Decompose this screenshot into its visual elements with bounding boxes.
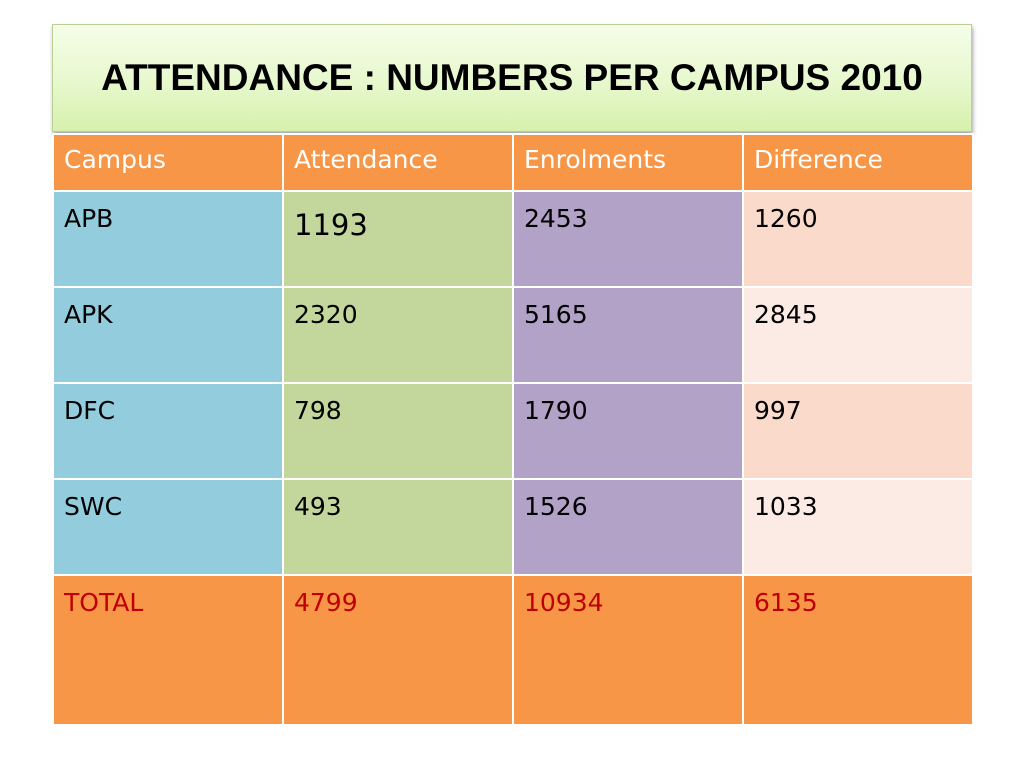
cell-difference: 1033 <box>742 478 974 576</box>
cell-attendance: 798 <box>282 382 514 480</box>
cell-difference: 997 <box>742 382 974 480</box>
total-enrolments: 10934 <box>512 574 744 726</box>
table-row: APB 1193 2453 1260 <box>52 190 974 288</box>
cell-enrolments: 5165 <box>512 286 744 384</box>
total-attendance: 4799 <box>282 574 514 726</box>
table-row: DFC 798 1790 997 <box>52 382 974 480</box>
cell-enrolments: 1790 <box>512 382 744 480</box>
cell-campus: APB <box>52 190 284 288</box>
attendance-table: Campus Attendance Enrolments Difference … <box>52 133 974 726</box>
header-row: Campus Attendance Enrolments Difference <box>52 133 974 192</box>
cell-difference: 2845 <box>742 286 974 384</box>
header-campus: Campus <box>52 133 284 192</box>
cell-difference: 1260 <box>742 190 974 288</box>
total-label: TOTAL <box>52 574 284 726</box>
header-attendance: Attendance <box>282 133 514 192</box>
header-difference: Difference <box>742 133 974 192</box>
cell-attendance: 2320 <box>282 286 514 384</box>
cell-campus: APK <box>52 286 284 384</box>
cell-campus: DFC <box>52 382 284 480</box>
total-row: TOTAL 4799 10934 6135 <box>52 574 974 726</box>
table-row: SWC 493 1526 1033 <box>52 478 974 576</box>
table-row: APK 2320 5165 2845 <box>52 286 974 384</box>
cell-enrolments: 2453 <box>512 190 744 288</box>
header-enrolments: Enrolments <box>512 133 744 192</box>
cell-enrolments: 1526 <box>512 478 744 576</box>
cell-campus: SWC <box>52 478 284 576</box>
total-difference: 6135 <box>742 574 974 726</box>
cell-attendance: 493 <box>282 478 514 576</box>
slide-title: ATTENDANCE : NUMBERS PER CAMPUS 2010 <box>101 57 923 98</box>
title-box: ATTENDANCE : NUMBERS PER CAMPUS 2010 <box>52 24 972 132</box>
cell-attendance: 1193 <box>282 190 514 288</box>
